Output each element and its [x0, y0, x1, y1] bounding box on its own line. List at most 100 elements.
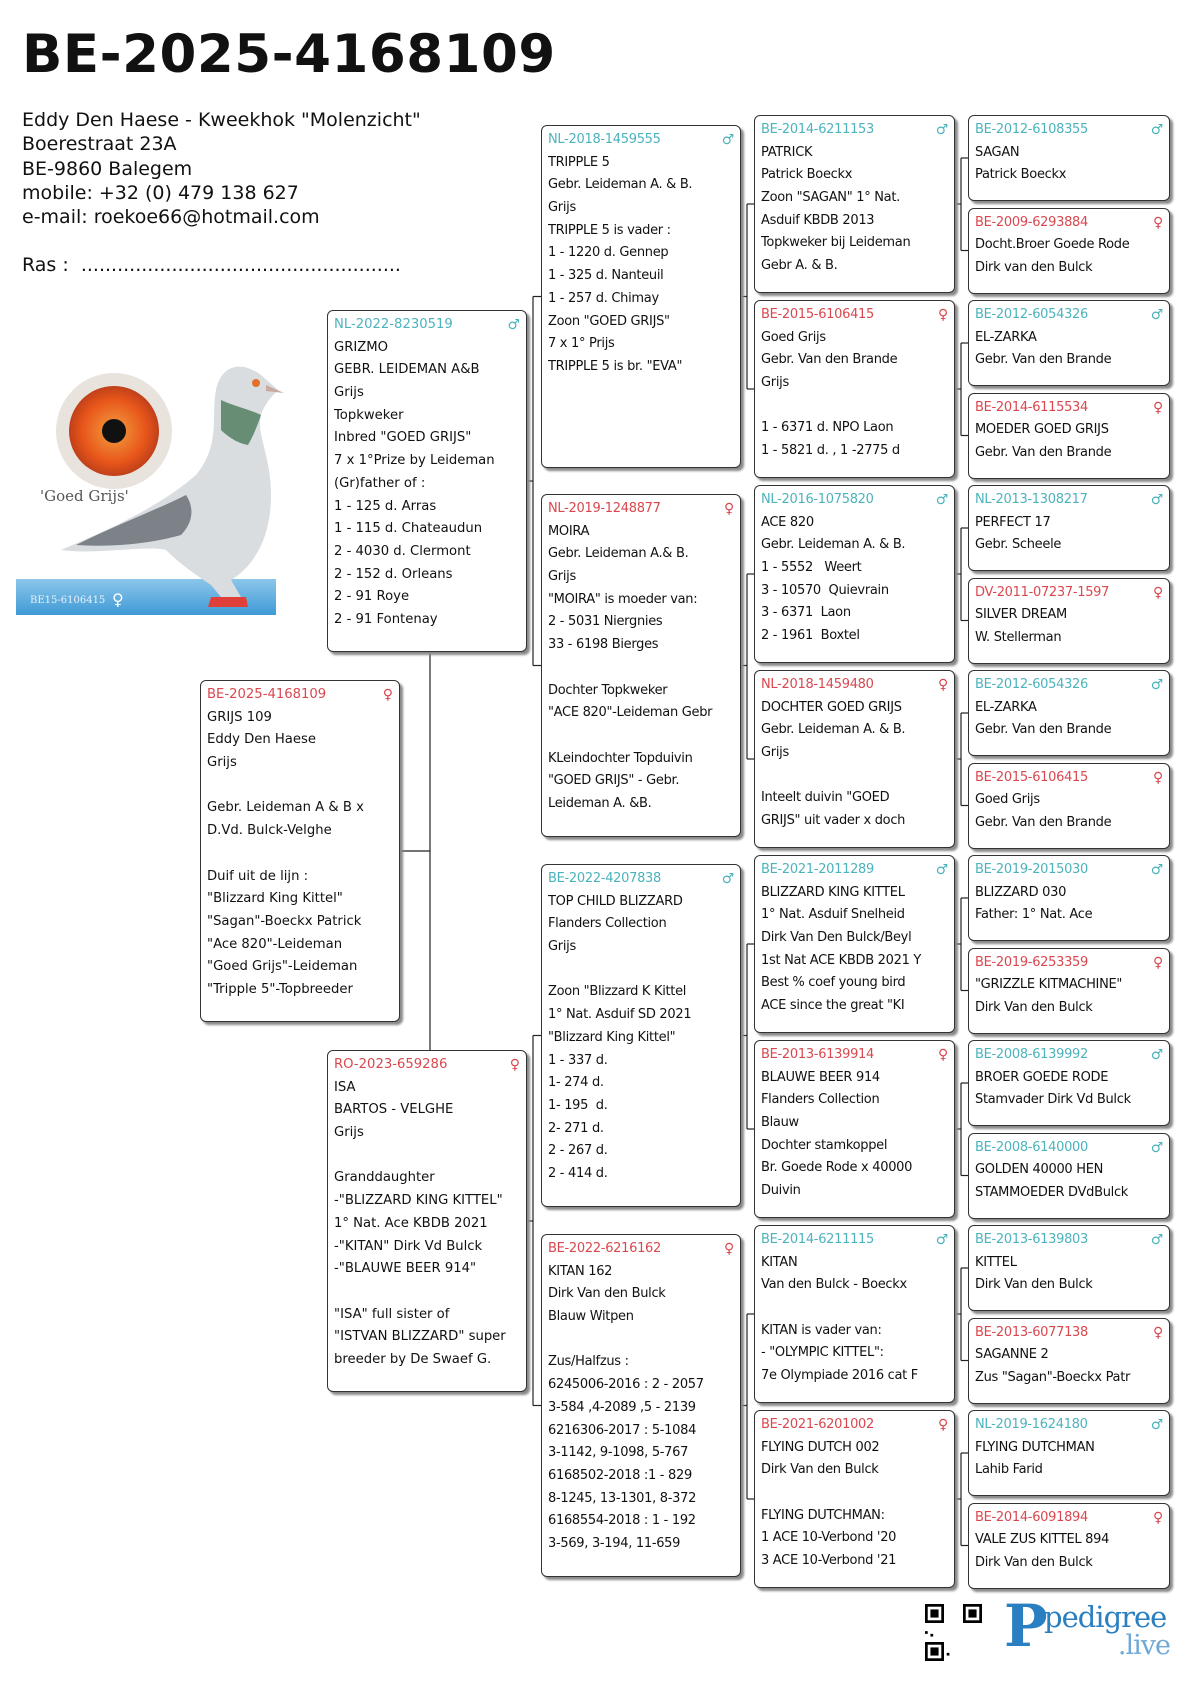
pigeon-card-gen4[interactable]: BE-2015-6106415 ♀ Goed Grijs Gebr. Van den … [968, 762, 1170, 849]
pigeon-card-gen4[interactable]: BE-2012-6054326 ♂ EL-ZARKA Gebr. Van den Br… [968, 670, 1170, 756]
pigeon-info-line: Best % coef young bird [761, 975, 906, 991]
pigeon-info-line: Gebr. Leideman A. & B. [761, 722, 906, 738]
ring-row: NL-2019-1248877 ♀ [548, 498, 734, 521]
pigeon-info-line: Gebr. Van den Brande [975, 352, 1112, 368]
pigeon-info-line: Asduif KBDB 2013 [761, 212, 875, 228]
pigeon-info-line: Gebr. Leideman A. & B. [761, 537, 906, 553]
ring-number: BE-2014-6115534 [975, 399, 1088, 415]
ring-number: NL-2019-1248877 [548, 501, 661, 516]
ring-row: BE-2014-6211153 ♂ [761, 119, 948, 142]
pigeon-card-gen4[interactable]: BE-2013-6077138 ♀ SAGANNE 2 Zus "Sagan"-Boe… [968, 1317, 1170, 1404]
pigeon-card-gen2[interactable]: NL-2019-1248877 ♀ MOIRA Gebr. Leideman A.& … [541, 494, 741, 837]
pigeon-card-gen4[interactable]: NL-2013-1308217 ♂ PERFECT 17 Gebr. Scheele [968, 485, 1170, 571]
pigeon-card-gen4[interactable]: DV-2011-07237-1597 ♀ SILVER DREAM W. Stelle… [968, 577, 1170, 664]
pigeon-info-line: Grijs [334, 385, 364, 401]
pigeon-card-gen2[interactable]: BE-2022-4207838 ♂ TOP CHILD BLIZZARD Flande… [541, 864, 741, 1207]
ring-number: NL-2016-1075820 [761, 492, 874, 507]
pigeon-card-gen3[interactable]: NL-2016-1075820 ♂ ACE 820 Gebr. Leideman A.… [754, 485, 955, 663]
ring-row: BE-2013-6077138 ♀ [975, 1322, 1163, 1345]
pigeon-card-gen3[interactable]: BE-2014-6211115 ♂ KITAN Van den Bulck - Boe… [754, 1225, 955, 1403]
pigeon-info-line: Duif uit de lijn : [207, 868, 309, 884]
ring-row: BE-2015-6106415 ♀ [761, 304, 948, 327]
ring-row: BE-2022-6216162 ♀ [548, 1238, 734, 1261]
pigeon-info-line: ACE since the great "KI [761, 998, 905, 1014]
pigeon-card-gen4[interactable]: NL-2019-1624180 ♂ FLYING DUTCHMAN Lahib Far… [968, 1410, 1170, 1496]
pigeon-card-gen4[interactable]: BE-2012-6054326 ♂ EL-ZARKA Gebr. Van den Br… [968, 300, 1170, 386]
female-icon: ♀ [938, 677, 948, 693]
ring-number: BE-2012-6054326 [975, 307, 1088, 322]
ring-number: DV-2011-07237-1597 [975, 584, 1110, 600]
ring-number: NL-2013-1308217 [975, 492, 1088, 507]
pigeon-card-gen4[interactable]: BE-2014-6091894 ♀ VALE ZUS KITTEL 894 Dirk … [968, 1502, 1170, 1589]
pigeon-info-line: Dirk Van Den Bulck/Beyl [761, 930, 912, 946]
pigeon-name: Goed Grijs [761, 329, 826, 345]
pigeon-info-line: Flanders Collection [761, 1092, 880, 1108]
pigeon-info-line: Gebr. Scheele [975, 537, 1062, 553]
breeder-email: e-mail: roekoe66@hotmail.com [22, 206, 320, 229]
pigeon-card-gen3[interactable]: BE-2015-6106415 ♀ Goed Grijs Gebr. Van den … [754, 300, 955, 478]
pigeon-card-gen3[interactable]: BE-2013-6139914 ♀ BLAUWE BEER 914 Flanders … [754, 1040, 955, 1218]
ring-number: NL-2018-1459555 [548, 132, 661, 147]
pigeon-info-line: KLeindochter Topduivin [548, 750, 693, 766]
pigeon-card-gen0[interactable]: BE-2025-4168109 ♀ GRIJS 109 Eddy Den Haese G… [200, 680, 400, 1022]
pigeon-info-line: Zus "Sagan"-Boeckx Patr [975, 1369, 1131, 1385]
female-icon: ♀ [1153, 1509, 1163, 1526]
pigeon-card-gen3[interactable]: BE-2021-2011289 ♂ BLIZZARD KING KITTEL 1° N… [754, 855, 955, 1033]
pigeon-info-line: 2 - 1961 Boxtel [761, 628, 860, 644]
pigeon-card-gen3[interactable]: BE-2014-6211153 ♂ PATRICK Patrick Boeckx Zoo… [754, 115, 955, 293]
ring-row: BE-2014-6211115 ♂ [761, 1229, 948, 1252]
pigeon-info-line: Dochter Topkweker [548, 682, 668, 698]
pigeon-name: TOP CHILD BLIZZARD [548, 893, 683, 909]
pigeon-info-line: Gebr. Leideman A. & B. [548, 177, 693, 193]
ring-row: NL-2019-1624180 ♂ [975, 1414, 1163, 1437]
pigeon-card-gen4[interactable]: BE-2019-2015030 ♂ BLIZZARD 030 Father: 1° N… [968, 855, 1170, 941]
pigeon-card-gen4[interactable]: BE-2014-6115534 ♀ MOEDER GOED GRIJS Gebr. V… [968, 392, 1170, 479]
ring-row: NL-2018-1459555 ♂ [548, 129, 734, 152]
pigeon-info-line: FLYING DUTCHMAN: [761, 1507, 885, 1523]
pigeon-name: "GRIZZLE KITMACHINE" [975, 977, 1123, 993]
pigeon-name: KITAN 162 [548, 1263, 613, 1279]
pigeon-info-line: Gebr. Van den Brande [975, 444, 1112, 460]
pigeon-info-line: GRIJS" uit vader x doch [761, 813, 906, 829]
ring-row: RO-2023-659286 ♀ [334, 1054, 520, 1077]
pigeon-card-gen4[interactable]: BE-2008-6139992 ♂ BROER GOEDE RODE Stamvade… [968, 1040, 1170, 1126]
pigeon-name: Docht.Broer Goede Rode [975, 237, 1130, 253]
pigeon-info-line: -"BLIZZARD KING KITTEL" [334, 1193, 503, 1209]
pigeon-info-line: 2 - 91 Roye [334, 589, 410, 605]
pigeon-info-line: 2 - 91 Fontenay [334, 611, 438, 627]
pigeon-info-line: "MOIRA" is moeder van: [548, 591, 698, 607]
male-icon: ♂ [1150, 1232, 1163, 1248]
pigeon-info-line: Leideman A. &B. [548, 795, 652, 811]
pigeon-info-line: 1 - 5821 d. , 1 -2775 d [761, 443, 900, 459]
logo-suffix: .live [1117, 1630, 1171, 1661]
pigeon-info-line [334, 1145, 520, 1168]
pigeon-info-line: 1st Nat ACE KBDB 2021 Y [761, 952, 922, 968]
pigeon-card-gen3[interactable]: NL-2018-1459480 ♀ DOCHTER GOED GRIJS Gebr. … [754, 670, 955, 848]
ring-row: BE-2022-4207838 ♂ [548, 868, 734, 891]
photo-caption: 'Goed Grijs' [40, 487, 129, 505]
pigeon-card-gen4[interactable]: BE-2019-6253359 ♀ "GRIZZLE KITMACHINE" Dirk… [968, 947, 1170, 1034]
pigeon-info-line: 2 - 414 d. [548, 1165, 608, 1181]
pigeon-info-line: Zoon "SAGAN" 1° Nat. [761, 190, 900, 206]
pigeon-card-gen3[interactable]: BE-2021-6201002 ♀ FLYING DUTCH 002 Dirk Van… [754, 1410, 955, 1588]
qr-code-icon[interactable] [925, 1604, 982, 1661]
pigeon-name: PATRICK [761, 144, 813, 160]
pigeon-card-gen4[interactable]: BE-2012-6108355 ♂ SAGAN Patrick Boeckx [968, 115, 1170, 201]
ring-number: BE-2013-6139914 [761, 1047, 874, 1062]
pigeon-card-gen4[interactable]: BE-2013-6139803 ♂ KITTEL Dirk Van den Bulck [968, 1225, 1170, 1311]
pigeon-card-gen4[interactable]: BE-2008-6140000 ♂ GOLDEN 40000 HEN STAMMOED… [968, 1132, 1170, 1219]
pigeon-info-line [548, 959, 734, 982]
pigeon-card-gen4[interactable]: BE-2009-6293884 ♀ Docht.Broer Goede Rode Di… [968, 207, 1170, 294]
pigeon-info-line: 1 - 5552 Weert [761, 560, 862, 576]
pigeon-card-gen1[interactable]: NL-2022-8230519 ♂ GRIZMO GEBR. LEIDEMAN A&B… [327, 310, 527, 652]
pigeon-card-gen2[interactable]: BE-2022-6216162 ♀ KITAN 162 Dirk Van den Bu… [541, 1234, 741, 1577]
pedigree-live-logo[interactable]: P pedigree .live [1004, 1592, 1174, 1664]
pigeon-card-gen1[interactable]: RO-2023-659286 ♀ ISA BARTOS - VELGHE Grijs Gr… [327, 1050, 527, 1392]
pigeon-info-line: 1° Nat. Asduif Snelheid [761, 907, 905, 923]
pigeon-card-gen2[interactable]: NL-2018-1459555 ♂ TRIPPLE 5 Gebr. Leideman … [541, 125, 741, 468]
pigeon-info-line: 3-1142, 9-1098, 5-767 [548, 1445, 689, 1461]
pigeon-info-line: Gebr. Leideman A.& B. [548, 546, 689, 562]
ring-number: BE-2014-6211115 [761, 1232, 874, 1247]
ring-row: BE-2008-6139992 ♂ [975, 1044, 1163, 1067]
pigeon-name: BROER GOEDE RODE [975, 1069, 1109, 1085]
